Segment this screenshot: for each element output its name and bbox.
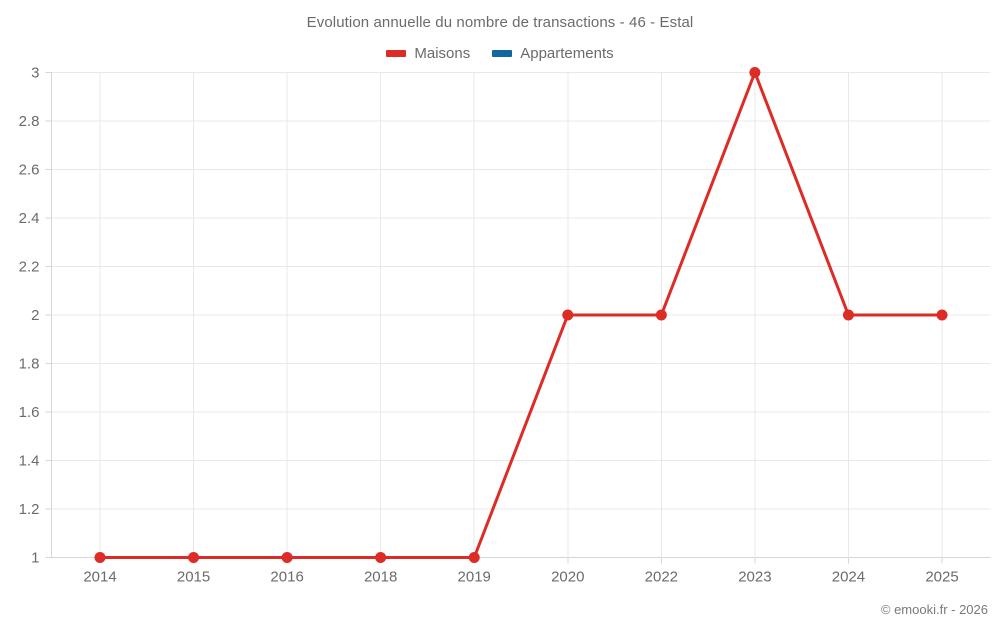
data-point-marker[interactable] xyxy=(655,309,667,321)
x-tick-label: 2018 xyxy=(364,569,397,586)
x-tick-label: 2015 xyxy=(177,569,210,586)
credit-text: © emooki.fr - 2026 xyxy=(880,602,988,617)
data-point-marker[interactable] xyxy=(936,309,948,321)
y-tick-label: 2.8 xyxy=(19,113,40,130)
x-tick-label: 2023 xyxy=(738,569,771,586)
y-tick-label: 3 xyxy=(31,64,39,81)
data-point-marker[interactable] xyxy=(375,552,387,563)
legend-swatch-maisons xyxy=(386,50,407,57)
x-tick-label: 2022 xyxy=(645,569,678,586)
legend-swatch-appartements xyxy=(492,50,513,57)
x-tick-label: 2016 xyxy=(270,569,303,586)
data-point-marker[interactable] xyxy=(842,309,854,321)
data-point-marker[interactable] xyxy=(562,309,574,321)
x-tick-label: 2019 xyxy=(458,569,491,586)
data-point-marker[interactable] xyxy=(749,67,761,78)
y-tick-label: 2.4 xyxy=(19,210,40,227)
data-point-marker[interactable] xyxy=(188,552,200,563)
data-point-marker[interactable] xyxy=(94,552,106,563)
chart-title: Evolution annuelle du nombre de transact… xyxy=(306,14,694,31)
y-tick-label: 1.8 xyxy=(19,355,40,372)
chart-legend: Maisons Appartements xyxy=(0,45,1000,62)
legend-label-maisons: Maisons xyxy=(414,45,471,62)
legend-item-appartements[interactable]: Appartements xyxy=(492,45,614,62)
x-tick-label: 2025 xyxy=(925,569,958,586)
y-tick-label: 1 xyxy=(31,549,39,566)
y-tick-label: 2.6 xyxy=(19,161,40,178)
legend-item-maisons[interactable]: Maisons xyxy=(386,45,470,62)
data-point-marker[interactable] xyxy=(468,552,480,563)
y-tick-label: 2 xyxy=(31,307,39,324)
data-point-marker[interactable] xyxy=(281,552,293,563)
y-tick-label: 2.2 xyxy=(19,258,40,275)
x-tick-label: 2014 xyxy=(83,569,116,586)
y-tick-label: 1.4 xyxy=(19,452,40,469)
x-tick-label: 2024 xyxy=(832,569,865,586)
y-tick-label: 1.2 xyxy=(19,501,40,518)
series-line-maisons xyxy=(98,71,944,559)
y-tick-label: 1.6 xyxy=(19,404,40,421)
legend-label-appartements: Appartements xyxy=(520,45,614,62)
x-tick-label: 2020 xyxy=(551,569,584,586)
